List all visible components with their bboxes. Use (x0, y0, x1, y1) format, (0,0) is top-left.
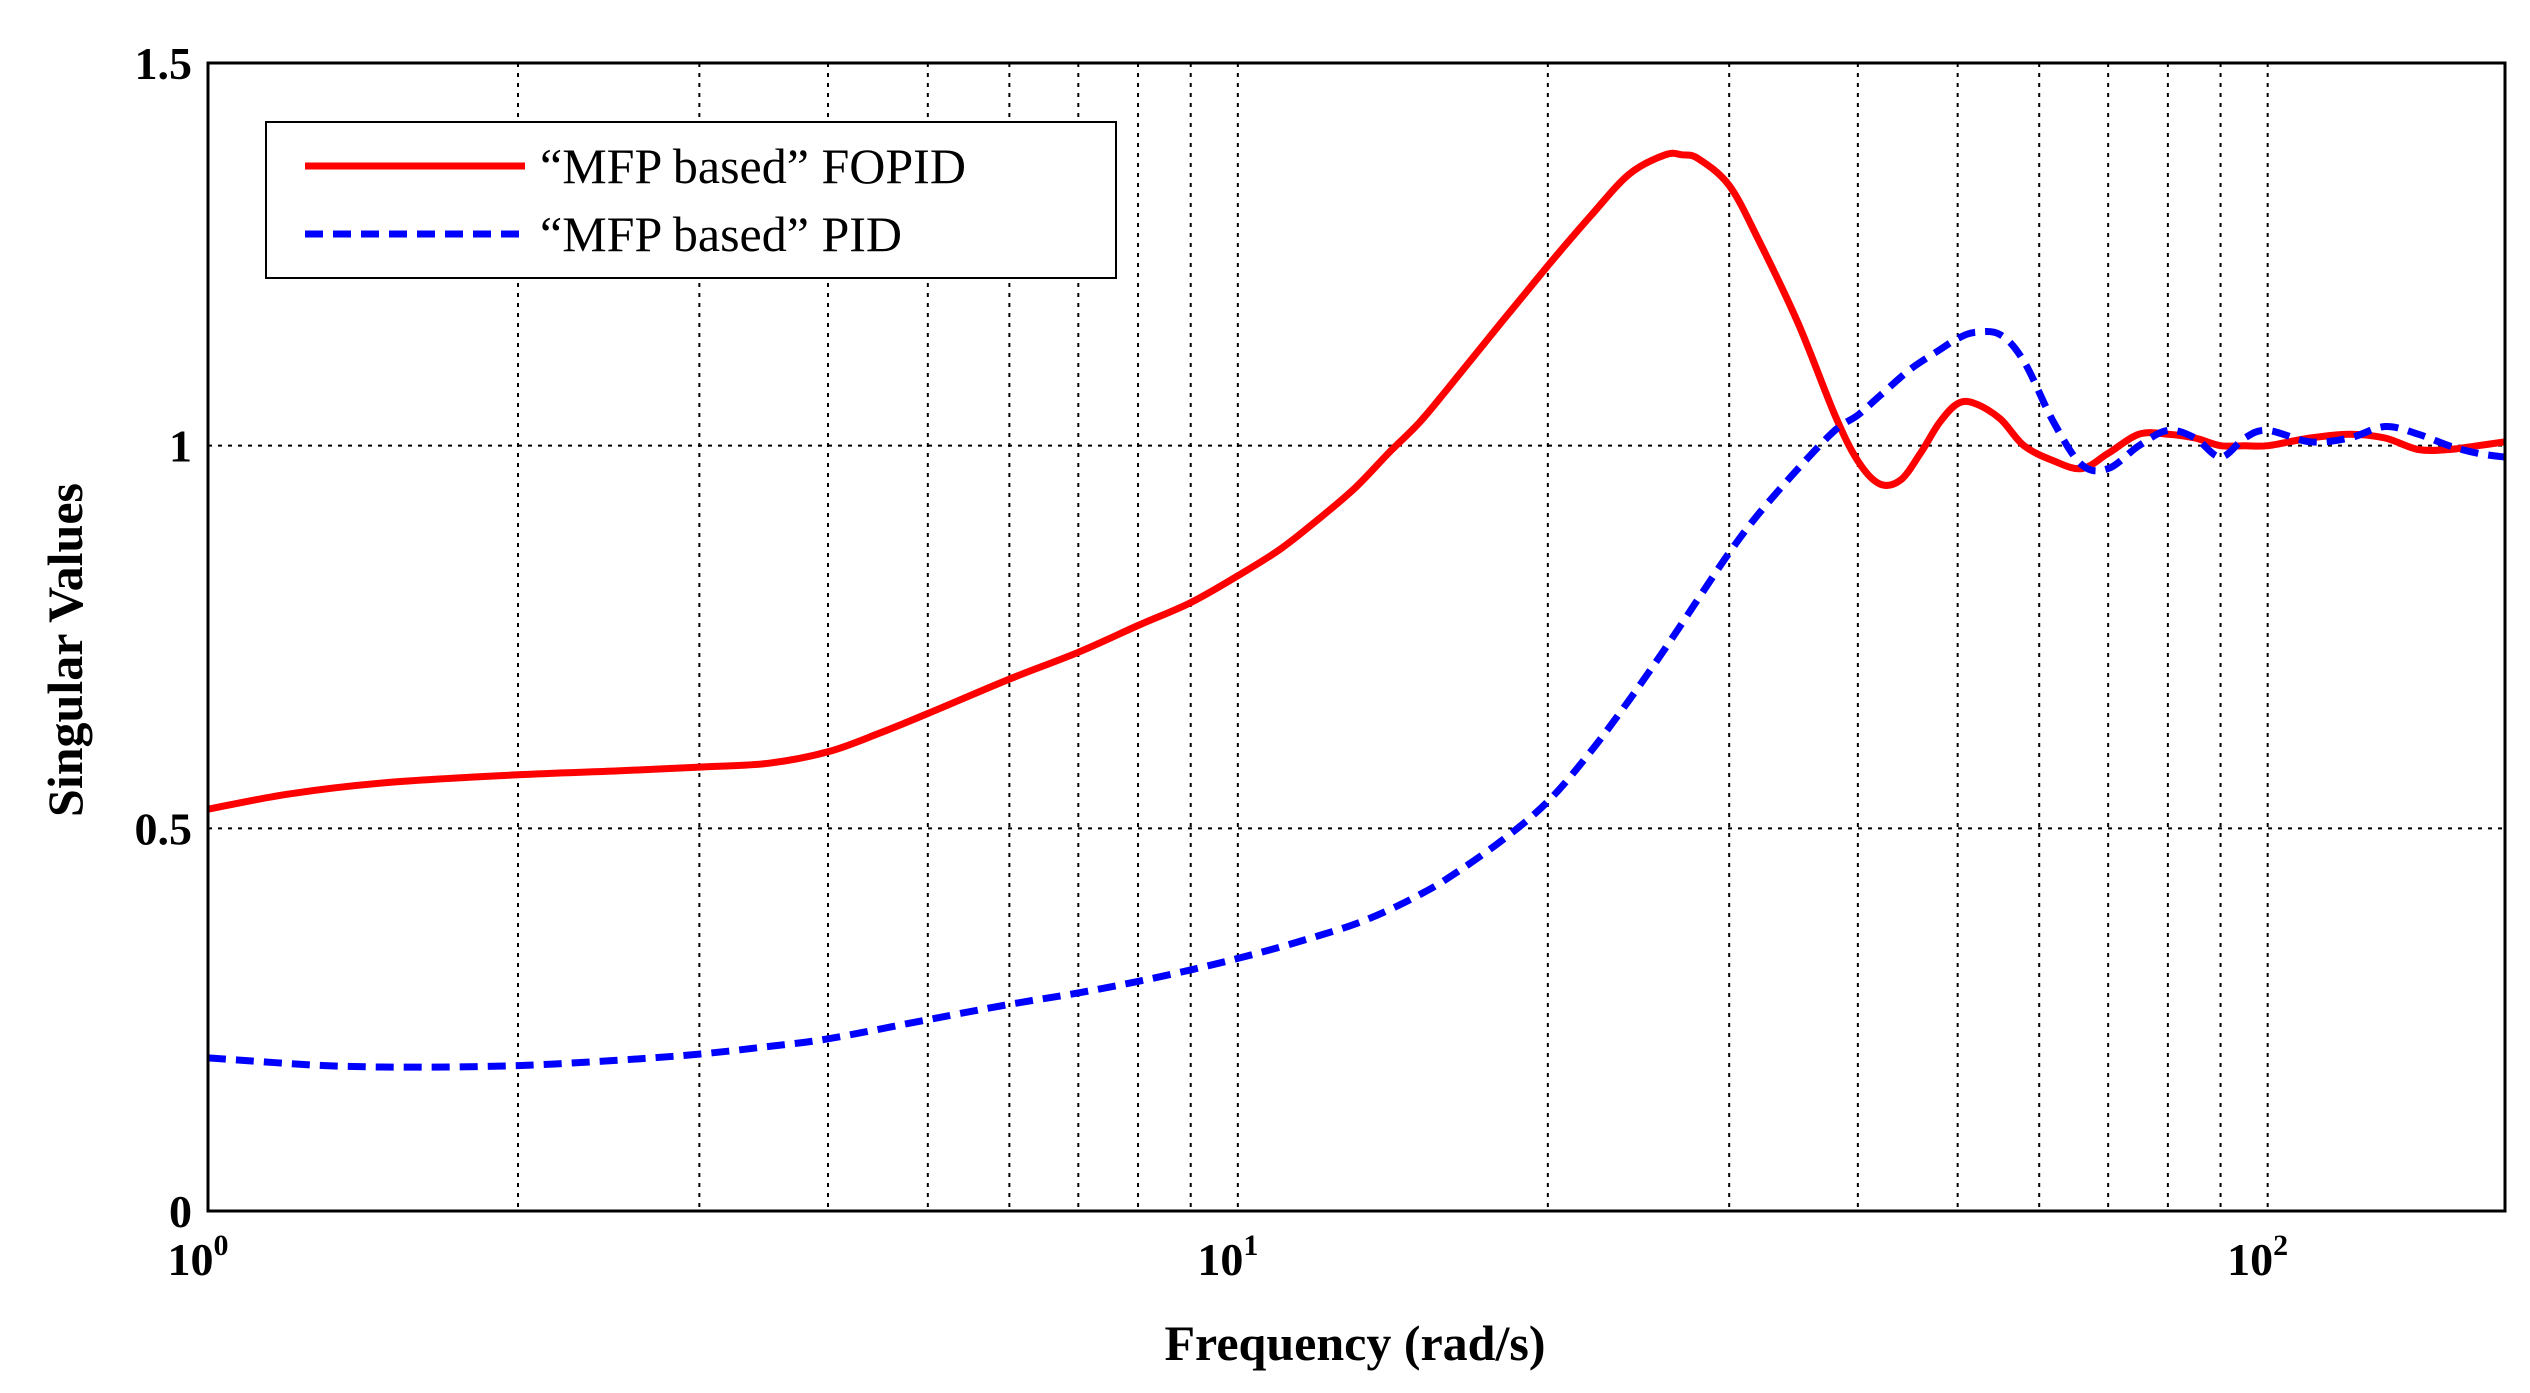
x-tick-label: 100 (168, 1229, 229, 1285)
y-tick-label: 0 (169, 1186, 192, 1237)
legend-label-fopid: “MFP based” FOPID (540, 138, 966, 194)
x-tick-label: 101 (1197, 1229, 1258, 1285)
x-tick-label: 102 (2227, 1229, 2288, 1285)
legend-box (265, 121, 1117, 279)
plot-series (207, 149, 2506, 1071)
x-tick-labels: 100 101 102 (168, 1229, 2289, 1285)
y-tick-labels: 0 0.5 1 1.5 (135, 38, 193, 1237)
y-tick-label: 0.5 (135, 803, 193, 854)
series-line-pid (207, 327, 2506, 1071)
legend-label-pid: “MFP based” PID (540, 206, 902, 262)
y-tick-label: 1 (169, 421, 192, 472)
y-tick-label: 1.5 (135, 38, 193, 89)
series-line-fopid (207, 149, 2506, 813)
plot-frame (206, 61, 2507, 1213)
y-axis-title: Singular Values (37, 483, 93, 817)
legend: “MFP based” FOPID “MFP based” PID (265, 121, 1117, 279)
x-axis-title: Frequency (rad/s) (1165, 1315, 1546, 1371)
